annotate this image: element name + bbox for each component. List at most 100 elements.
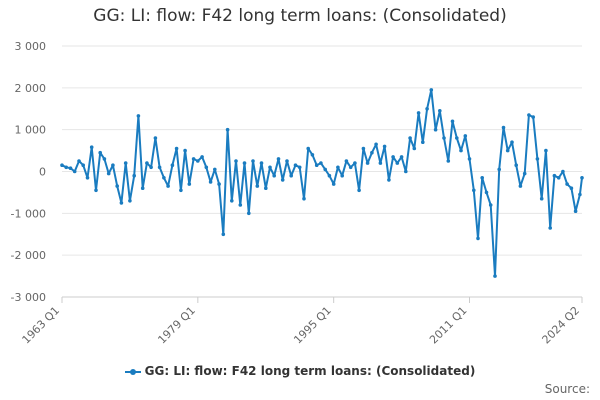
data-point [132,173,136,178]
data-point [488,203,493,207]
data-point [242,161,247,165]
data-point [336,165,340,170]
data-point [153,136,158,140]
data-point [497,167,502,172]
data-point [387,178,391,182]
chart-title: GG: LI: flow: F42 long term loans: (Cons… [93,6,507,26]
data-point [72,169,77,174]
data-point [531,115,535,119]
data-point [578,192,582,197]
data-point [247,211,251,216]
data-point [433,127,438,132]
data-point [119,201,124,205]
data-point [569,186,574,190]
data-point [106,171,111,176]
x-tick-label: 2011 Q1 [427,304,470,347]
data-point [331,182,336,186]
data-point [208,180,213,184]
data-point [438,109,442,113]
x-tick-label: 1995 Q1 [291,304,334,347]
data-point [102,157,107,161]
data-point [314,163,319,167]
y-tick-label: 0 [39,166,46,179]
data-point [187,182,192,186]
data-point [60,163,64,167]
x-tick-label: 1979 Q1 [155,304,198,347]
data-point [259,161,264,165]
data-point [565,182,569,186]
data-point [467,157,472,161]
data-point [501,125,506,130]
y-tick-label: 1 000 [15,124,47,137]
data-point [89,145,94,149]
data-point [136,114,141,118]
data-point [306,146,311,151]
legend[interactable]: GG: LI: flow: F42 long term loans: (Cons… [0,364,600,378]
y-tick-label: -3 000 [11,291,46,304]
data-point [522,171,527,176]
data-point [365,161,370,165]
data-point [272,173,277,178]
data-point [234,159,238,163]
data-point [416,111,421,115]
data-point [289,173,294,178]
data-point [319,161,323,165]
data-point [276,157,281,161]
data-point [204,165,209,170]
legend-line-marker-icon [124,368,141,375]
data-point [408,136,412,140]
data-point [378,161,383,165]
legend-label: GG: LI: flow: F42 long term loans: (Cons… [144,364,476,378]
x-tick-label: 1963 Q1 [20,304,63,347]
data-point [280,178,285,182]
y-tick-label: -2 000 [11,249,46,262]
data-point [77,159,81,163]
data-point [544,148,548,153]
x-axis-tick-labels: 1963 Q1 1979 Q1 1995 Q1 2011 Q1 2024 Q2 [20,304,583,347]
data-point [374,142,378,147]
data-point [459,148,463,153]
data-point [539,196,544,201]
data-point [480,176,485,180]
data-point [505,148,510,153]
data-point [293,163,298,167]
data-point [221,232,226,237]
data-point [493,274,497,278]
data-point [548,226,552,230]
y-axis-tick-labels: 3 000 2 000 1 000 0 -1 000 -2 000 -3 000 [11,40,46,304]
data-point [297,165,302,170]
data-point [81,163,85,167]
data-point [552,173,557,178]
data-point [230,199,234,203]
data-point [353,161,357,165]
y-tick-label: -1 000 [11,207,46,220]
data-point [251,159,255,163]
y-tick-label: 3 000 [15,40,47,53]
x-tick-label: 2024 Q2 [540,304,583,347]
data-point [94,188,98,193]
data-point [412,146,417,151]
data-point [463,134,468,138]
data-point [514,163,518,167]
data-point [64,165,68,170]
data-point [472,188,476,193]
data-point [476,236,480,241]
data-point [421,140,425,144]
data-point [399,155,404,159]
data-point [327,173,332,178]
data-point [149,165,153,170]
data-point [213,167,217,172]
data-point [268,165,272,170]
data-point [162,176,166,180]
data-point [174,146,179,151]
data-point [455,136,459,140]
data-point [361,146,366,151]
data-point [450,119,455,124]
data-point [518,184,523,188]
data-point [357,188,361,193]
data-point [225,127,230,132]
data-point [370,150,374,155]
data-point [425,107,429,111]
data-point [183,148,187,153]
